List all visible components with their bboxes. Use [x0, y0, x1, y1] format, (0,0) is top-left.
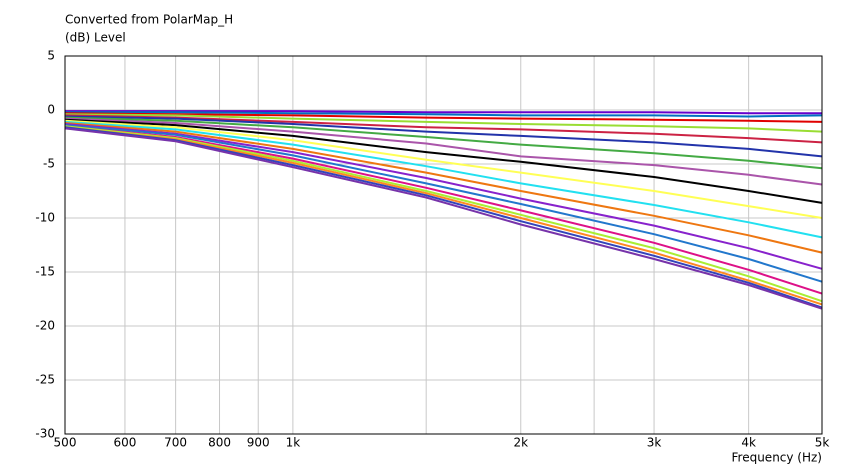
y-tick-label: -30: [35, 427, 55, 441]
y-tick-label: -25: [35, 373, 55, 387]
y-tick-label: -5: [43, 157, 55, 171]
x-tick-label: 500: [54, 436, 77, 450]
series-line: [64, 113, 823, 133]
x-axis-label: Frequency (Hz): [732, 451, 823, 465]
series-line: [64, 125, 823, 295]
x-tick-label: 3k: [647, 436, 662, 450]
series-line: [65, 111, 823, 118]
x-tick-label: 700: [164, 436, 187, 450]
series-line: [64, 116, 823, 170]
series-line: [64, 119, 823, 219]
series-line: [64, 112, 823, 123]
series-line: [64, 114, 823, 144]
chart-title: Converted from PolarMap_H: [65, 13, 233, 27]
series-line: [64, 123, 823, 270]
series-line: [64, 127, 823, 310]
x-tick-label: 2k: [513, 436, 528, 450]
x-tick-label: 4k: [741, 436, 756, 450]
series-line: [64, 124, 823, 283]
x-tick-label: 900: [247, 436, 270, 450]
y-axis-label: (dB) Level: [65, 31, 126, 45]
series-line: [64, 117, 823, 186]
series-line: [64, 120, 823, 239]
y-tick-label: 0: [47, 103, 55, 117]
x-tick-label: 5k: [815, 436, 830, 450]
y-tick-label: 5: [47, 49, 55, 63]
y-tick-label: -10: [35, 211, 55, 225]
series-line: [64, 126, 823, 309]
y-tick-label: -20: [35, 319, 55, 333]
x-tick-label: 1k: [286, 436, 301, 450]
series-line: [64, 125, 823, 303]
series-line: [65, 110, 822, 115]
x-tick-label: 800: [208, 436, 231, 450]
series-line: [64, 122, 823, 254]
x-tick-label: 600: [113, 436, 136, 450]
series-line: [64, 115, 823, 158]
y-tick-label: -15: [35, 265, 55, 279]
series-line: [64, 126, 823, 306]
series-line: [64, 118, 823, 204]
plot-border: [64, 55, 823, 435]
